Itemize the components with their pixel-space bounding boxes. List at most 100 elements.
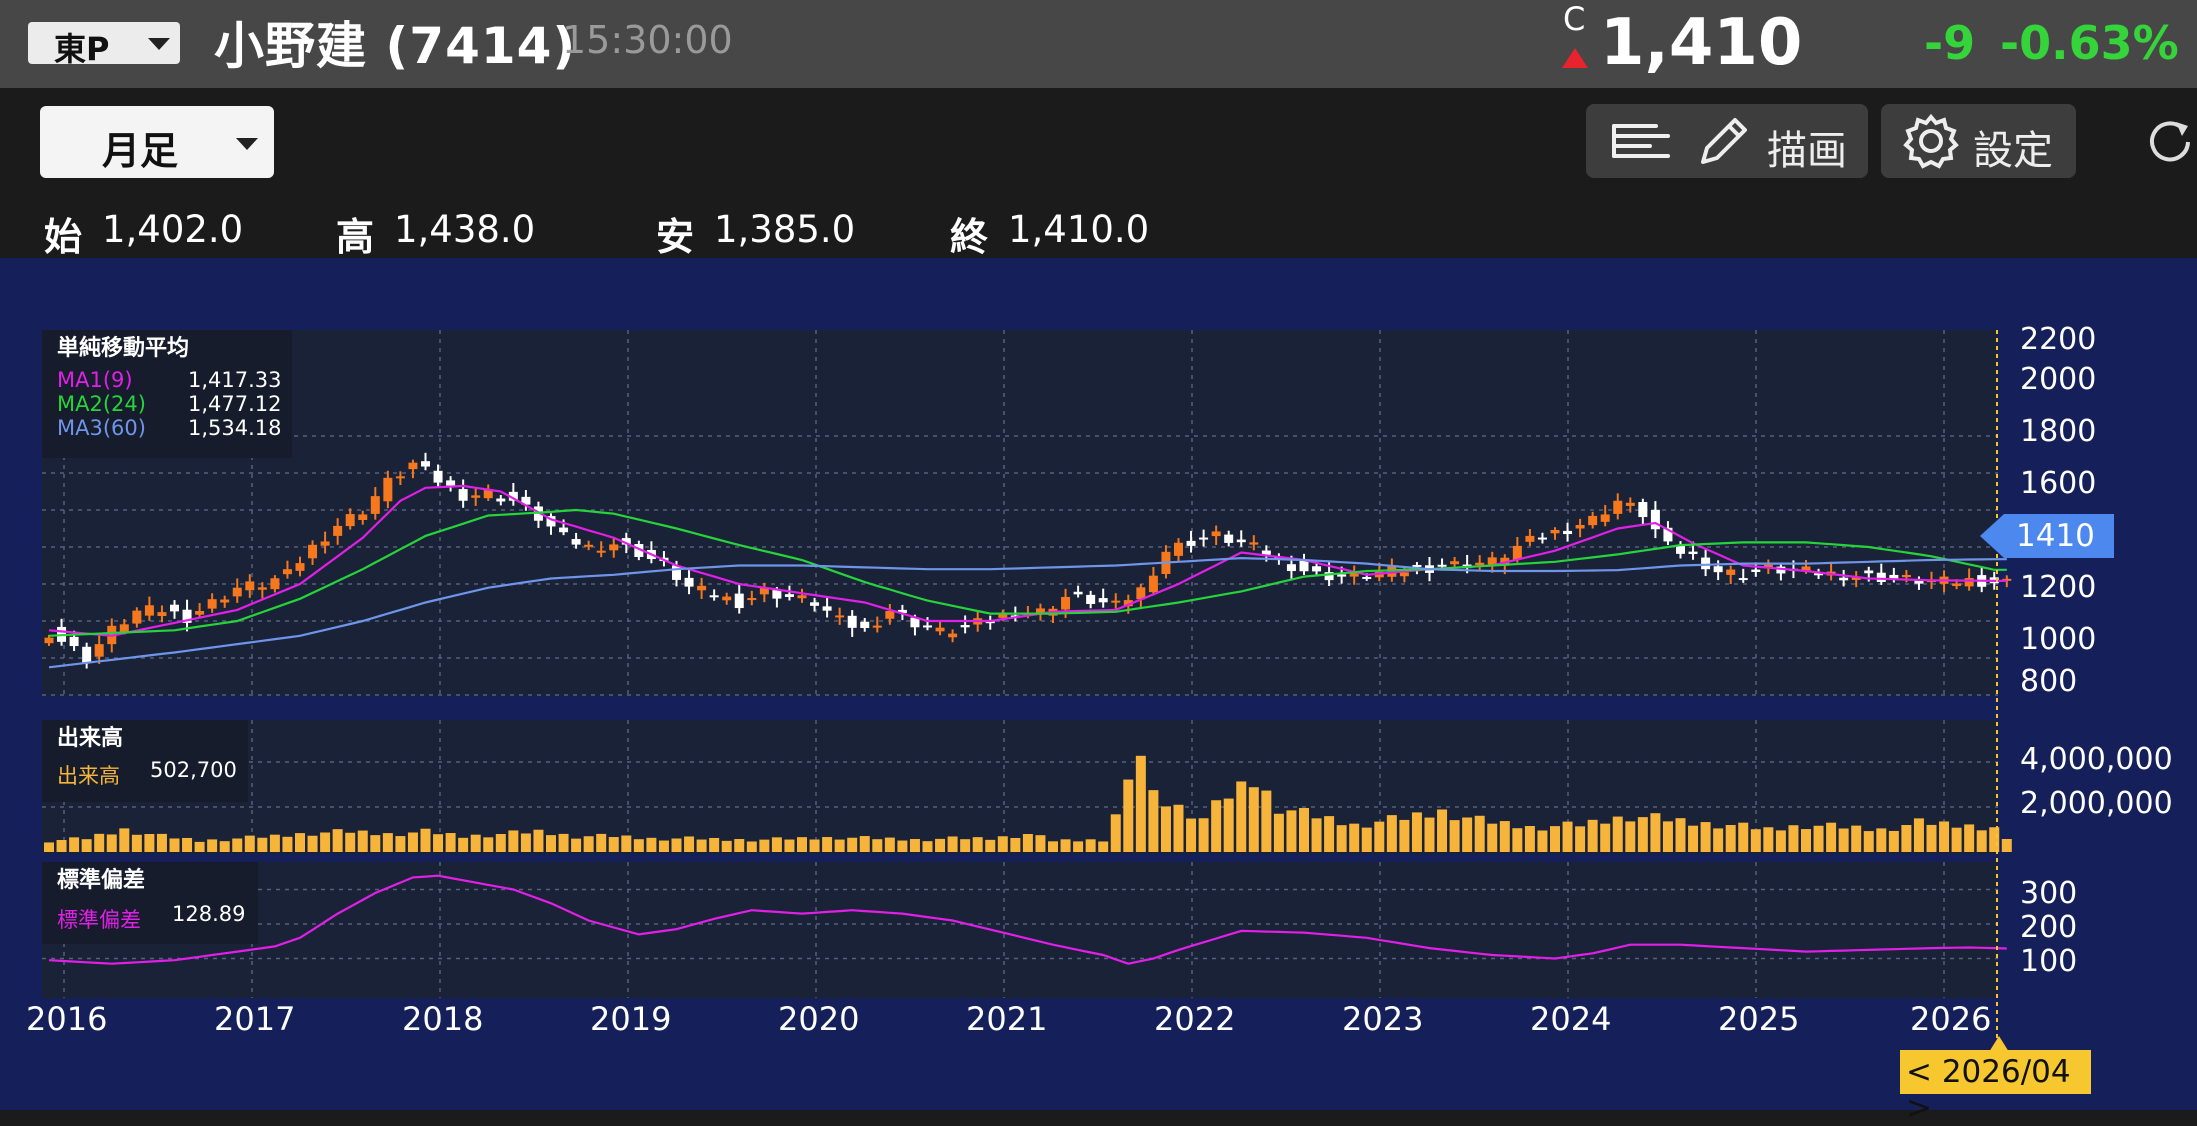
candle-body (709, 595, 719, 598)
candle-body (847, 615, 857, 628)
volume-bar (596, 833, 607, 852)
stddev-panel[interactable] (42, 862, 1998, 998)
candle-body (383, 477, 393, 502)
date-badge[interactable]: < 2026/04 > (1900, 1050, 2091, 1126)
volume-bar (1286, 810, 1297, 852)
candle-body (835, 615, 845, 618)
volume-bar (947, 836, 958, 852)
period-label: 月足 (102, 129, 179, 173)
top-bar (0, 0, 2197, 88)
volume-bar (1361, 827, 1372, 852)
candle-body (571, 539, 581, 545)
volume-value: 502,700 (150, 758, 237, 782)
volume-bar (834, 839, 845, 852)
candle-body (1952, 583, 1962, 587)
candle-body (1412, 564, 1422, 567)
candle-body (496, 498, 506, 502)
candle-body (1763, 564, 1773, 569)
draw-button[interactable]: 描画 (1673, 104, 1868, 178)
candle-body (508, 491, 518, 501)
settings-button[interactable]: 設定 (1881, 104, 2076, 178)
candle-body (1638, 502, 1648, 518)
candle-body (521, 496, 531, 505)
candle-body (320, 541, 330, 546)
ma3-line (48, 556, 2007, 669)
candle-body (860, 621, 870, 629)
candle-body (1889, 574, 1899, 579)
volume-bar (1926, 824, 1937, 852)
stddev-label: 標準偏差 (57, 908, 141, 932)
volume-bar (2001, 838, 2012, 852)
candle-body (1111, 600, 1121, 603)
price-axis-tick: 1600 (2020, 466, 2097, 501)
candle-body (609, 544, 619, 551)
volume-bar (1411, 812, 1422, 852)
candle-body (1199, 537, 1209, 540)
market-select[interactable]: 東P (28, 22, 180, 68)
candle-body (44, 637, 54, 644)
ma1-line (48, 484, 2007, 637)
volume-bar (106, 834, 117, 852)
volume-bar (144, 834, 155, 852)
volume-bar (1374, 821, 1385, 852)
volume-bar (1437, 809, 1448, 852)
current-price-tag-value: 1410 (2016, 518, 2095, 554)
volume-bar (583, 836, 594, 852)
candle-body (948, 633, 958, 638)
candle-body (195, 611, 205, 615)
volume-bar (935, 838, 946, 852)
pencil-icon (1701, 118, 1747, 164)
price-change-percent: -0.63% (2000, 16, 2179, 70)
candle-body (1588, 515, 1598, 526)
volume-bar (558, 833, 569, 852)
volume-bar (1110, 814, 1121, 852)
volume-bar (382, 833, 393, 852)
volume-bar (131, 834, 142, 852)
candle-body (935, 627, 945, 632)
volume-bar (320, 832, 331, 852)
refresh-icon[interactable] (2148, 116, 2197, 168)
volume-bar (1223, 798, 1234, 852)
candle-body (1751, 569, 1761, 572)
volume-bar (81, 839, 92, 852)
stock-title: 小野建 (7414) (214, 6, 576, 78)
volume-bar (1587, 819, 1598, 852)
x-axis-tick: 2021 (966, 1000, 1048, 1038)
candle-body (1136, 587, 1146, 600)
chevron-down-icon (148, 38, 170, 50)
price-panel[interactable] (42, 330, 1998, 696)
volume-bar (1123, 779, 1134, 852)
period-select[interactable]: 月足 (40, 106, 274, 178)
candle-body (333, 525, 343, 536)
legend-title: 単純移動平均 (57, 336, 190, 361)
volume-bar (1311, 818, 1322, 852)
volume-bar (495, 834, 506, 852)
candle-body (1399, 572, 1409, 577)
candle-body (270, 578, 280, 590)
volume-bar (1299, 808, 1309, 852)
volume-bar (1424, 817, 1435, 852)
volume-bar (1349, 823, 1360, 852)
x-axis-tick: 2019 (590, 1000, 672, 1038)
price-tag-arrow-icon (1980, 514, 2004, 558)
price-axis-tick: 800 (2020, 664, 2078, 699)
candle-body (772, 590, 782, 599)
volume-bar (1813, 825, 1824, 852)
volume-bar (357, 830, 368, 852)
up-arrow-icon (1562, 48, 1588, 68)
volume-bar (69, 837, 80, 852)
high-value: 1,438.0 (394, 208, 536, 251)
candle-body (458, 489, 468, 501)
candle-body (1437, 564, 1447, 567)
candle-body (1537, 537, 1547, 540)
market-label: 東P (54, 30, 110, 68)
volume-bar (1198, 818, 1209, 852)
candle-body (232, 587, 242, 597)
x-axis-tick: 2023 (1342, 1000, 1424, 1038)
volume-bar (182, 837, 193, 852)
volume-bar (433, 834, 444, 852)
volume-bar (483, 837, 494, 852)
candle-body (1688, 551, 1698, 555)
volume-bar (1085, 839, 1096, 852)
